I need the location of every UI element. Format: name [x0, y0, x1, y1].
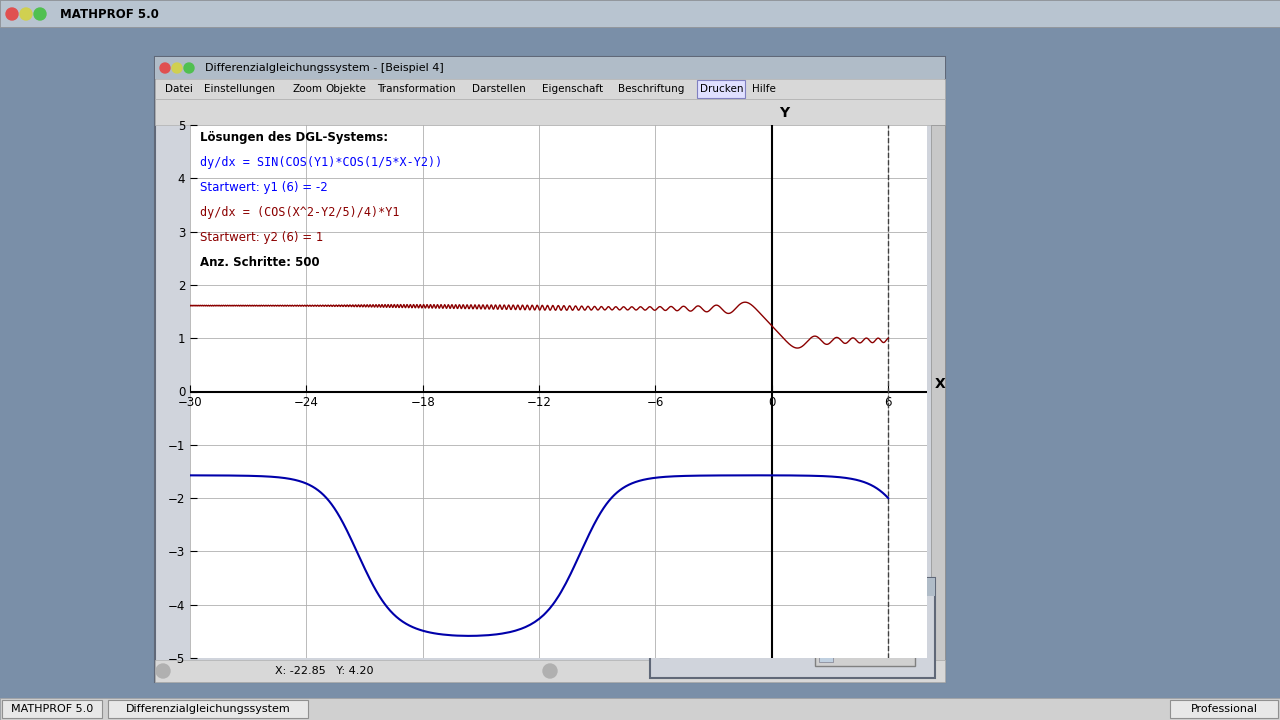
Text: Einstellungen: Einstellungen [204, 84, 275, 94]
Bar [155, 79, 945, 99]
Bar [698, 80, 745, 98]
Text: Lösungen des DGL-Systems:: Lösungen des DGL-Systems: [200, 131, 388, 144]
Bar [0, 0, 1280, 27]
Circle shape [20, 8, 32, 20]
Bar [0, 698, 1280, 720]
Bar [155, 57, 945, 79]
Text: Startwert: y2 (6) = 1: Startwert: y2 (6) = 1 [200, 231, 323, 244]
Text: dy/dx = SIN(COS(Y1)*COS(1/5*X-Y2)): dy/dx = SIN(COS(Y1)*COS(1/5*X-Y2)) [200, 156, 442, 169]
Text: Objekte: Objekte [325, 84, 366, 94]
Circle shape [675, 583, 682, 591]
Text: Anz. Schritte: 500: Anz. Schritte: 500 [200, 256, 319, 269]
Text: Darstellen: Darstellen [471, 84, 525, 94]
Text: Datei: Datei [165, 84, 193, 94]
Text: Nur Bereich darstellen: Nur Bereich darstellen [676, 629, 801, 639]
Text: Eigenschaft: Eigenschaft [541, 84, 603, 94]
Bar [155, 660, 945, 682]
Text: Y: Y [780, 106, 790, 120]
Text: MATHPROF 5.0: MATHPROF 5.0 [60, 7, 159, 20]
Text: Beschriftung: Beschriftung [618, 84, 685, 94]
Text: X: X [934, 377, 946, 390]
Circle shape [664, 583, 672, 591]
Text: Vollständig darstellen: Vollständig darstellen [676, 611, 796, 621]
Bar [819, 648, 833, 662]
Text: dy/dx = (COS(X^2-Y2/5)/4)*Y1: dy/dx = (COS(X^2-Y2/5)/4)*Y1 [200, 206, 399, 219]
Bar [650, 578, 934, 596]
Text: Ausblenden: Ausblenden [842, 650, 908, 660]
Text: Transformation: Transformation [376, 84, 456, 94]
Text: ✓: ✓ [660, 647, 668, 657]
Text: Bereich markieren: Bereich markieren [676, 647, 778, 657]
Text: MATHPROF 5.0: MATHPROF 5.0 [10, 704, 93, 714]
Circle shape [156, 664, 170, 678]
Bar [650, 578, 934, 678]
Circle shape [160, 63, 170, 73]
Bar [815, 644, 915, 666]
Circle shape [184, 63, 195, 73]
Text: Differenzialgleichungssystem: Differenzialgleichungssystem [125, 704, 291, 714]
Bar [1170, 700, 1277, 718]
Circle shape [654, 583, 662, 591]
Bar [155, 99, 945, 125]
Text: Hilfe: Hilfe [751, 84, 776, 94]
Text: Differenzialgleichungssystem - [Beispiel 4]: Differenzialgleichungssystem - [Beispiel… [205, 63, 444, 73]
Bar [931, 125, 945, 660]
Bar [108, 700, 308, 718]
Circle shape [659, 611, 669, 621]
Bar [155, 57, 945, 682]
Text: Differenzialgleichungssystem: Differenzialgleichungssystem [690, 582, 855, 592]
Circle shape [172, 63, 182, 73]
Circle shape [543, 664, 557, 678]
Circle shape [35, 8, 46, 20]
Bar [3, 700, 102, 718]
Text: Startwert: y1 (6) = -2: Startwert: y1 (6) = -2 [200, 181, 328, 194]
Circle shape [6, 8, 18, 20]
Bar [659, 647, 669, 657]
Circle shape [659, 647, 669, 657]
Text: X: -22.85   Y: 4.20: X: -22.85 Y: 4.20 [275, 666, 374, 676]
Circle shape [659, 629, 669, 639]
Text: Drucken: Drucken [700, 84, 744, 94]
Text: Professional: Professional [1190, 704, 1257, 714]
Text: Zoom: Zoom [293, 84, 323, 94]
